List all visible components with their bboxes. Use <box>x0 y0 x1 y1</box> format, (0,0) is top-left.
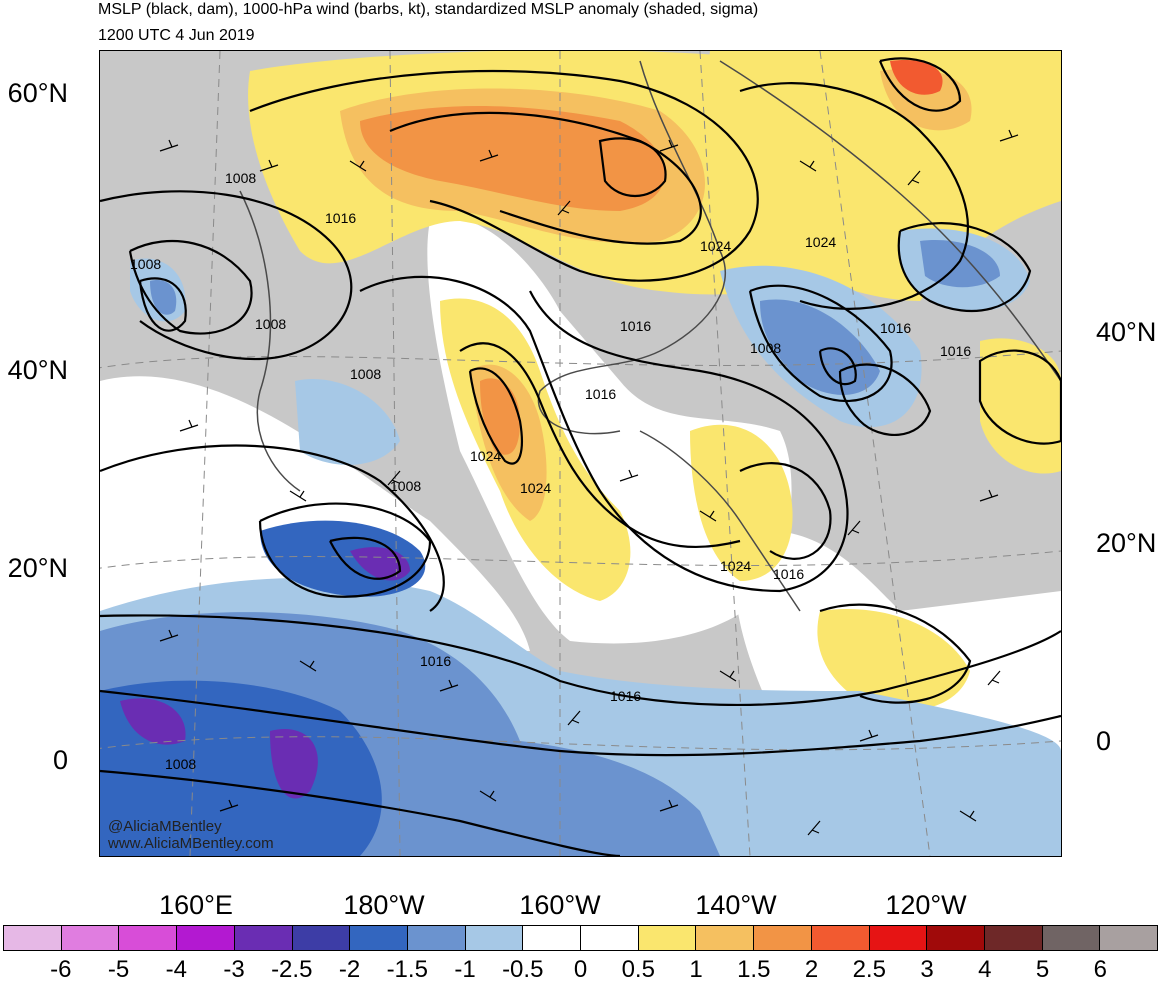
graticule <box>100 51 1061 856</box>
colorbar-tick-label: -4 <box>165 956 187 983</box>
colorbar-swatch <box>234 926 293 950</box>
colorbar-swatch <box>1042 926 1101 950</box>
colorbar-tick-label: 0.5 <box>621 956 655 983</box>
isobar-label: 1008 <box>225 170 256 186</box>
isobar-label: 1016 <box>325 210 356 226</box>
colorbar-tick-label: 2 <box>804 956 819 983</box>
lat-label-20n-right: 20°N <box>1096 528 1157 558</box>
isobar-label: 1024 <box>520 480 551 496</box>
colorbar-swatch <box>696 926 755 950</box>
lon-label-160w: 160°W <box>519 890 601 920</box>
isobar-label: 1016 <box>620 318 651 334</box>
isobar-label: 1008 <box>255 316 286 332</box>
isobar-label: 1024 <box>700 238 731 254</box>
colorbar-swatch <box>581 926 639 950</box>
lon-label-160e: 160°E <box>159 890 233 920</box>
anomaly-positive-1-east-us <box>980 338 1061 474</box>
colorbar-swatch <box>984 926 1043 950</box>
colorbar-tick-label: -0.5 <box>502 956 544 983</box>
colorbar-tick-label: 5 <box>1035 956 1050 983</box>
colorbar-swatch <box>811 926 870 950</box>
colorbar-swatch <box>119 926 178 950</box>
lat-label-60n-left: 60°N <box>7 78 68 108</box>
isobar-label: 1016 <box>585 386 616 402</box>
isobar-label: 1016 <box>940 343 971 359</box>
colorbar-swatch <box>4 926 62 950</box>
isobar-label: 1024 <box>720 558 751 574</box>
lat-label-0-right: 0 <box>1096 726 1112 756</box>
colorbar-tick-label: -2 <box>338 956 361 983</box>
colorbar-swatch <box>61 926 120 950</box>
anomaly-positive-2p5-northeast <box>890 60 943 95</box>
anomaly-negative-1-siberia <box>150 280 177 315</box>
colorbar-swatch <box>350 926 408 950</box>
isobar-label: 1024 <box>805 234 836 250</box>
isobar-label: 1016 <box>773 566 804 582</box>
isobar-label: 1008 <box>130 256 161 272</box>
anomaly-negative-0p5-west-pacific <box>295 379 400 465</box>
lat-label-0-left: 0 <box>52 745 68 775</box>
lat-label-20n-left: 20°N <box>7 553 68 583</box>
colorbar-swatch <box>927 926 985 950</box>
isobar-labels: 1008 1008 1008 1008 1008 1008 1016 1016 … <box>130 170 971 772</box>
lon-label-120w: 120°W <box>885 890 967 920</box>
map-panel: 1008 1008 1008 1008 1008 1008 1016 1016 … <box>99 50 1062 857</box>
isobar-label: 1024 <box>470 448 501 464</box>
isobar-label: 1008 <box>350 366 381 382</box>
lon-label-180w: 180°W <box>343 890 425 920</box>
anomaly-negative-2p5-south <box>270 729 318 799</box>
colorbar-tick-label: -5 <box>107 956 130 983</box>
colorbar-tick-label: -1.5 <box>386 956 428 983</box>
colorbar-tick-label: 4 <box>978 956 992 983</box>
map-valid-time: 1200 UTC 4 Jun 2019 <box>98 27 255 44</box>
map-canvas: 1008 1008 1008 1008 1008 1008 1016 1016 … <box>100 51 1061 856</box>
colorbar-tick-label: 2.5 <box>852 956 886 983</box>
anomaly-positive-1-subtropics <box>817 609 970 711</box>
isobar-label: 1016 <box>610 688 641 704</box>
wind-barbs <box>159 129 1019 836</box>
lat-label-40n-left: 40°N <box>7 355 68 385</box>
watermark-handle: @AliciaMBentley <box>108 818 222 835</box>
isobars <box>100 57 1061 856</box>
isobar-label: 1016 <box>420 653 451 669</box>
colorbar-swatch <box>638 926 697 950</box>
colorbar-swatch <box>869 926 928 950</box>
anomaly-negative-1-canada <box>760 299 880 395</box>
colorbar-tick-label: -2.5 <box>271 956 313 983</box>
colorbar-swatch <box>465 926 524 950</box>
colorbar-tick-label: 6 <box>1093 956 1107 983</box>
anomaly-near-zero-west <box>100 376 530 651</box>
isobar-label: 1008 <box>390 478 421 494</box>
anomaly-positive-2-north <box>360 106 665 211</box>
colorbar-swatch <box>1100 926 1158 950</box>
anomaly-near-zero-central <box>427 217 792 644</box>
colorbar-tick-label: 3 <box>920 956 934 983</box>
colorbar-tick-label: -6 <box>50 956 72 983</box>
colorbar-swatch <box>292 926 351 950</box>
colorbar-tick-label: -1 <box>454 956 476 983</box>
anomaly-negative-2p5-southwest <box>120 698 186 745</box>
isobar-label: 1008 <box>165 756 196 772</box>
isobar-label: 1016 <box>880 320 911 336</box>
isobar-label: 1008 <box>750 340 781 356</box>
colorbar-swatch <box>407 926 466 950</box>
watermark-site: www.AliciaMBentley.com <box>108 835 274 852</box>
lon-label-140w: 140°W <box>695 890 777 920</box>
anomaly-negative-1-hudson <box>920 240 1000 288</box>
colorbar-swatch <box>523 926 582 950</box>
colorbar-tick-label: 1 <box>689 956 703 983</box>
colorbar-swatch <box>177 926 235 950</box>
map-title: MSLP (black, dam), 1000-hPa wind (barbs,… <box>98 1 759 18</box>
colorbar-tick-label: -3 <box>223 956 245 983</box>
colorbar-swatch <box>754 926 812 950</box>
lat-label-40n-right: 40°N <box>1096 317 1157 347</box>
colorbar-tick-label: 0 <box>573 956 588 983</box>
anomaly-colorbar <box>3 925 1158 951</box>
colorbar-tick-label: 1.5 <box>737 956 771 983</box>
